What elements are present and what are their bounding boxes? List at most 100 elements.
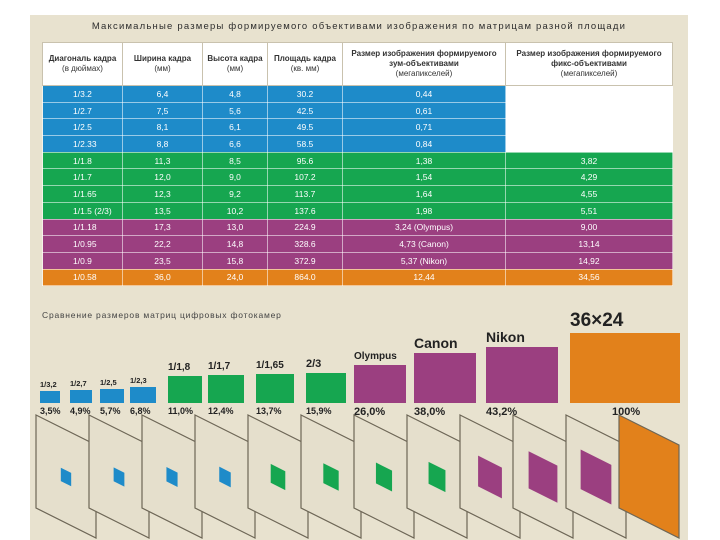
header-diagonal: Диагональ кадра (в дюймах)	[42, 42, 123, 86]
table-row: 1/1.8 11,3 8,5 95.6 1,38 3,82	[42, 151, 673, 170]
sensor-label: 2/3	[306, 358, 322, 370]
table-cell	[505, 85, 673, 103]
sensor-label: Canon	[414, 335, 458, 351]
table-cell: 42.5	[267, 101, 343, 120]
frame-sensor	[478, 455, 502, 499]
sensor-rect	[414, 353, 476, 403]
header-prime-mp: Размер изображения формируемого фикс-объ…	[505, 42, 673, 86]
table-row: 1/1.7 12,0 9,0 107.2 1,54 4,29	[42, 168, 673, 187]
table-cell: 9,00	[505, 218, 673, 237]
table-cell: 34,56	[505, 268, 673, 287]
table-cell: 1/0.95	[42, 235, 123, 253]
sensor-percent: 6,8%	[130, 406, 151, 416]
table-cell: 107.2	[267, 168, 343, 187]
table-cell: 9,0	[202, 168, 268, 187]
table-cell: 23,5	[122, 251, 203, 270]
sensor-label: 1/1,65	[256, 360, 284, 371]
sensor-size-table: Диагональ кадра (в дюймах) Ширина кадра (м…	[42, 42, 673, 287]
table-cell: 5,51	[505, 201, 673, 220]
table-cell: 1,38	[342, 151, 506, 170]
comparison-subtitle: Сравнение размеров матриц цифровых фоток…	[42, 310, 282, 320]
sensor-percent: 12,4%	[208, 406, 234, 416]
table-cell: 328.6	[267, 235, 343, 253]
frame-sensor	[166, 467, 178, 487]
table-cell: 12,0	[122, 168, 203, 187]
frame-sensor	[323, 463, 339, 491]
table-row: 1/0.95 22,2 14,8 328.6 4,73 (Canon) 13,14	[42, 235, 673, 253]
table-row: 1/2.5 8,1 6,1 49.5 0,71	[42, 118, 673, 137]
table-cell: 13,14	[505, 235, 673, 253]
sensor-rect	[130, 387, 156, 403]
table-cell: 1/1.7	[42, 168, 123, 187]
sensor-rect	[570, 333, 680, 403]
table-cell: 15,8	[202, 251, 268, 270]
table-row: 1/1.5 (2/3) 13,5 10,2 137.6 1,98 5,51	[42, 201, 673, 220]
table-cell: 58.5	[267, 135, 343, 153]
table-row: 1/2.7 7,5 5,6 42.5 0,61	[42, 101, 673, 120]
table-cell: 137.6	[267, 201, 343, 220]
table-cell: 0,71	[342, 118, 506, 137]
table-cell: 3,82	[505, 151, 673, 170]
table-cell	[505, 118, 673, 137]
sensor-label: 1/2,7	[70, 378, 87, 388]
table-cell: 8,5	[202, 151, 268, 170]
frame-sensor	[60, 467, 72, 487]
frame-sensor	[528, 451, 558, 503]
sensor-percent: 11,0%	[168, 406, 194, 416]
sensor-percent: 26,0%	[354, 406, 386, 418]
table-cell: 22,2	[122, 235, 203, 253]
sensor-rect	[168, 376, 202, 403]
slide-page: Максимальные размеры формируемого объект…	[30, 15, 688, 540]
sensor-label: 1/2,5	[100, 377, 117, 387]
header-zoom-mp: Размер изображения формируемого зум-объе…	[342, 42, 506, 86]
table-cell: 1,64	[342, 185, 506, 203]
table-cell: 864.0	[267, 268, 343, 287]
table-cell: 4,8	[202, 85, 268, 103]
table-cell: 30.2	[267, 85, 343, 103]
table-cell: 1/1.18	[42, 218, 123, 237]
table-cell: 113.7	[267, 185, 343, 203]
sensor-percent: 4,9%	[70, 406, 91, 416]
sensor-percent: 15,9%	[306, 406, 332, 416]
sensor-percent: 38,0%	[414, 406, 446, 418]
frame-sensor	[270, 463, 286, 491]
table-cell: 5,6	[202, 101, 268, 120]
page-title: Максимальные размеры формируемого объект…	[91, 21, 627, 32]
table-cell: 0,61	[342, 101, 506, 120]
table-cell: 24,0	[202, 268, 268, 287]
table-cell: 4,73 (Canon)	[342, 235, 506, 253]
table-cell: 1/1.65	[42, 185, 123, 203]
sensor-rect	[486, 347, 558, 403]
table-cell: 1/2.7	[42, 101, 123, 120]
table-cell: 13,0	[202, 218, 268, 237]
table-cell: 372.9	[267, 251, 343, 270]
table-row: 1/2.33 8,8 6,6 58.5 0,84	[42, 135, 673, 153]
table-row: 1/1.18 17,3 13,0 224.9 3,24 (Olympus) 9,00	[42, 218, 673, 237]
header-height: Высота кадра (мм)	[202, 42, 268, 86]
table-cell: 36,0	[122, 268, 203, 287]
table-cell: 8,8	[122, 135, 203, 153]
table-cell: 12,44	[342, 268, 506, 287]
table-cell: 1/2.5	[42, 118, 123, 137]
frame-sensor	[375, 462, 393, 492]
table-row: 1/0.9 23,5 15,8 372.9 5,37 (Nikon) 14,92	[42, 251, 673, 270]
table-cell: 4,55	[505, 185, 673, 203]
sensor-label: Nikon	[486, 329, 525, 345]
frame-illustrations	[35, 414, 680, 539]
table-cell: 224.9	[267, 218, 343, 237]
sensor-percent: 13,7%	[256, 406, 282, 416]
table-row: 1/0.58 36,0 24,0 864.0 12,44 34,56	[42, 268, 673, 287]
table-cell: 12,3	[122, 185, 203, 203]
sensor-percent: 3,5%	[40, 406, 61, 416]
table-cell: 8,1	[122, 118, 203, 137]
table-cell: 3,24 (Olympus)	[342, 218, 506, 237]
table-cell: 1,54	[342, 168, 506, 187]
sensor-rect	[306, 373, 346, 403]
table-cell: 6,6	[202, 135, 268, 153]
sensor-percent: 5,7%	[100, 406, 121, 416]
sensor-rect	[354, 365, 406, 403]
table-row: 1/3.2 6,4 4,8 30.2 0,44	[42, 85, 673, 103]
table-cell: 6,1	[202, 118, 268, 137]
header-area: Площадь кадра (кв. мм)	[267, 42, 343, 86]
sensor-label: 1/1,8	[168, 362, 191, 373]
